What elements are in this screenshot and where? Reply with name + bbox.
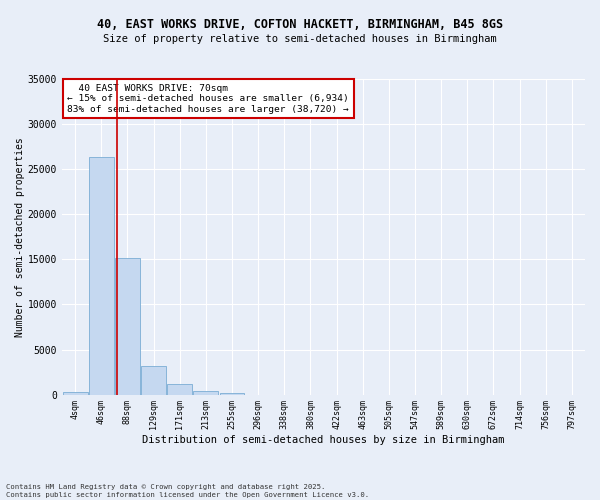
Bar xyxy=(115,258,140,394)
Bar xyxy=(89,156,113,394)
Text: Size of property relative to semi-detached houses in Birmingham: Size of property relative to semi-detach… xyxy=(103,34,497,44)
Y-axis label: Number of semi-detached properties: Number of semi-detached properties xyxy=(15,137,25,336)
Text: 40 EAST WORKS DRIVE: 70sqm
← 15% of semi-detached houses are smaller (6,934)
83%: 40 EAST WORKS DRIVE: 70sqm ← 15% of semi… xyxy=(67,84,349,114)
Bar xyxy=(220,393,244,394)
Bar xyxy=(167,384,192,394)
X-axis label: Distribution of semi-detached houses by size in Birmingham: Distribution of semi-detached houses by … xyxy=(142,435,505,445)
Bar xyxy=(62,392,88,394)
Bar xyxy=(193,390,218,394)
Text: Contains HM Land Registry data © Crown copyright and database right 2025.
Contai: Contains HM Land Registry data © Crown c… xyxy=(6,484,369,498)
Text: 40, EAST WORKS DRIVE, COFTON HACKETT, BIRMINGHAM, B45 8GS: 40, EAST WORKS DRIVE, COFTON HACKETT, BI… xyxy=(97,18,503,30)
Bar xyxy=(141,366,166,394)
